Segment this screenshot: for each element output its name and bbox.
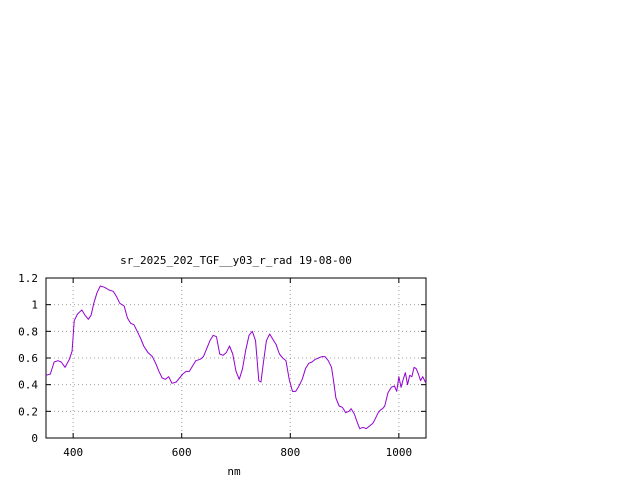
y-axis-tick-labels: 0 0.2 0.4 0.6 0.8 1 1.2 <box>18 272 38 445</box>
y-tick-label: 0.6 <box>18 352 38 365</box>
x-tick-label: 800 <box>280 446 300 459</box>
x-tick-label: 1000 <box>386 446 413 459</box>
x-tick-label: 400 <box>63 446 83 459</box>
y-tick-label: 0.2 <box>18 405 38 418</box>
y-tick-label: 1 <box>31 299 38 312</box>
y-tick-label: 0.4 <box>18 379 38 392</box>
x-axis-label: nm <box>227 465 241 478</box>
series-line <box>45 285 427 430</box>
axis-ticks <box>46 277 426 439</box>
y-tick-label: 1.2 <box>18 272 38 285</box>
grid-lines <box>46 278 426 438</box>
series-group <box>45 285 427 430</box>
y-tick-label: 0.8 <box>18 325 38 338</box>
chart-title: sr_2025_202_TGF__y03_r_rad 19-08-00 <box>120 254 352 267</box>
y-tick-label: 0 <box>31 432 38 445</box>
x-axis-tick-labels: 400 600 800 1000 <box>63 446 412 459</box>
x-tick-label: 600 <box>172 446 192 459</box>
